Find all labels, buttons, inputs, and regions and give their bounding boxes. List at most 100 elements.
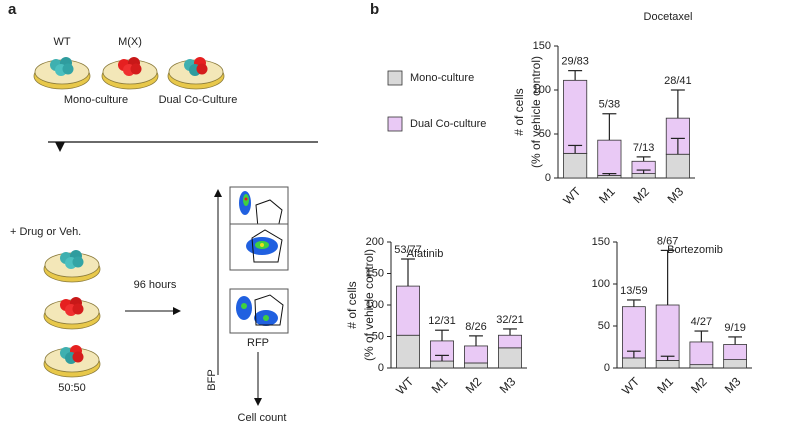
error-bar: [636, 156, 651, 162]
bar-annotation: 53/77: [394, 244, 422, 256]
error-bar: [602, 173, 617, 176]
error-bar: [670, 89, 685, 119]
x-tick-label: M1: [654, 374, 676, 396]
y-axis-label: (% of vehicle control): [362, 249, 376, 361]
bar-segment: [665, 153, 690, 179]
legend-swatch: [387, 116, 403, 132]
bar-segment: [563, 152, 588, 179]
y-tick-label: 150: [533, 40, 551, 52]
legend-swatch: [387, 70, 403, 86]
error-bar: [602, 113, 617, 141]
chart-title: Docetaxel: [644, 11, 693, 23]
y-tick-label: 100: [592, 278, 610, 290]
x-tick-label: M2: [463, 374, 485, 396]
bar-segment: [689, 341, 714, 366]
bar-segment: [631, 173, 656, 179]
y-tick-label: 50: [539, 128, 551, 140]
bar-segment: [396, 285, 420, 336]
bar-segment: [563, 79, 588, 154]
flow-ylabel: BFP: [206, 369, 218, 390]
x-tick-label: WT: [393, 374, 417, 398]
y-tick-label: 150: [592, 236, 610, 248]
duration-label: 96 hours: [134, 279, 177, 291]
error-bar: [660, 249, 675, 305]
y-tick-label: 0: [378, 362, 384, 374]
error-bar: [503, 328, 517, 336]
error-bar: [568, 70, 583, 81]
culture-label: Dual Co-Culture: [159, 94, 238, 106]
x-tick-label: WT: [560, 184, 584, 208]
y-tick-label: 0: [545, 172, 551, 184]
bar-annotation: 7/13: [633, 142, 654, 154]
readout-label: Cell count: [238, 412, 287, 424]
error-bar: [626, 350, 641, 358]
bar-annotation: 4/27: [691, 316, 712, 328]
dish-label: M(X): [118, 36, 142, 48]
chart-title: Bortezomib: [667, 244, 723, 256]
error-bar: [728, 336, 743, 345]
error-bar: [568, 144, 583, 154]
bar-annotation: 9/19: [724, 322, 745, 334]
bar-segment: [597, 139, 622, 176]
y-tick-label: 100: [533, 84, 551, 96]
error-bar: [435, 354, 449, 362]
y-tick-label: 200: [366, 236, 384, 248]
y-axis-label: # of cells: [345, 281, 359, 328]
dish: [33, 57, 91, 90]
error-bar: [670, 137, 685, 155]
y-tick-label: 0: [604, 362, 610, 374]
y-axis-label: # of cells: [512, 88, 526, 135]
x-tick-label: M3: [497, 374, 519, 396]
bar-annotation: 8/67: [657, 235, 678, 247]
bar-segment: [430, 360, 454, 369]
panel-label: b: [370, 1, 379, 18]
ratio-label: 50:50: [58, 382, 86, 394]
bar-annotation: 32/21: [496, 314, 524, 326]
bar-segment: [723, 344, 748, 361]
x-tick-label: M3: [722, 374, 744, 396]
bar-segment: [464, 345, 488, 364]
dish-label: WT: [53, 36, 70, 48]
y-tick-label: 50: [598, 320, 610, 332]
bar-segment: [464, 362, 488, 369]
bar-segment: [498, 347, 522, 369]
legend-label: Dual Co-culture: [410, 118, 486, 130]
bar-segment: [655, 304, 680, 361]
chart-title: Afatinib: [407, 248, 444, 260]
bar-annotation: 5/38: [599, 99, 620, 111]
y-axis-label: (% of vehicle control): [529, 56, 543, 168]
dish: [43, 250, 101, 283]
x-tick-label: WT: [619, 374, 643, 398]
error-bar: [469, 335, 483, 346]
dish: [43, 345, 101, 378]
bar-segment: [622, 357, 646, 369]
dish: [101, 57, 159, 90]
error-bar: [636, 169, 651, 174]
dish: [167, 57, 225, 90]
dish: [43, 297, 101, 330]
error-bar: [626, 299, 641, 307]
error-bar: [435, 329, 449, 341]
panel-label: a: [8, 1, 17, 18]
bar-annotation: 12/31: [428, 315, 456, 327]
flow-plot: [229, 186, 289, 334]
x-tick-label: M2: [688, 374, 710, 396]
legend-label: Mono-culture: [410, 72, 474, 84]
error-bar: [401, 258, 415, 287]
bar-segment: [396, 334, 420, 369]
x-tick-label: M1: [596, 184, 618, 206]
bar-segment: [622, 306, 646, 359]
bar-annotation: 13/59: [620, 285, 648, 297]
x-tick-label: M3: [665, 184, 687, 206]
x-tick-label: M1: [429, 374, 451, 396]
bar-segment: [498, 334, 522, 349]
flow-xlabel: RFP: [247, 337, 269, 349]
bar-segment: [655, 360, 680, 369]
bar-segment: [723, 359, 748, 369]
x-tick-label: M2: [630, 184, 652, 206]
bar-annotation: 8/26: [465, 321, 486, 333]
y-tick-label: 150: [366, 267, 384, 279]
bar-annotation: 29/83: [561, 56, 589, 68]
panel-a: a WT M(X) Mono-culture Dual Co-Culture +…: [8, 1, 318, 424]
